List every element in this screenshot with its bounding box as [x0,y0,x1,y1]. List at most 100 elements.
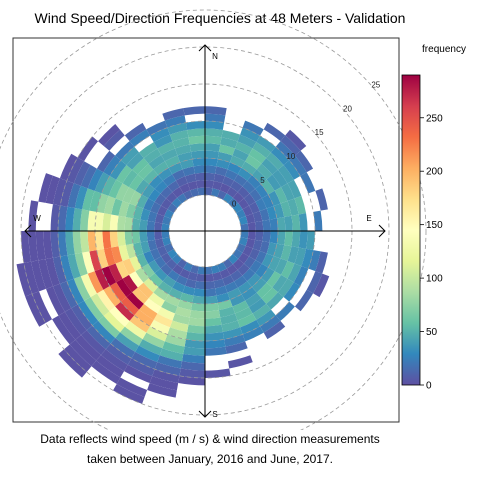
frequency-cell [157,355,183,369]
colorbar-gradient [401,74,421,386]
frequency-cell [280,200,292,218]
frequency-cell [172,264,184,275]
frequency-cell [212,271,223,282]
frequency-cell [184,339,205,349]
frequency-cell [87,231,97,252]
frequency-cell [217,190,227,200]
frequency-cell [164,243,174,253]
frequency-cell [237,134,257,149]
frequency-cell [245,154,262,170]
frequency-cell [192,295,205,304]
frequency-cell [28,231,39,262]
frequency-cell [178,375,205,386]
frequency-cell [243,256,256,269]
frequency-cell [150,248,162,261]
frequency-cell [180,159,194,170]
frequency-cell [72,231,83,254]
frequency-cell [183,106,205,116]
frequency-cell [153,313,173,328]
frequency-cell [293,266,309,286]
frequency-cell [232,300,249,314]
frequency-cell [128,271,144,288]
frequency-cell [66,278,85,305]
frequency-cell [205,106,227,116]
axis-arrowhead [24,224,32,238]
frequency-cell [197,266,205,275]
frequency-cell [281,183,295,201]
frequency-cell [256,282,273,299]
frequency-cell [205,266,213,275]
frequency-cell [179,268,191,279]
frequency-cell [124,364,153,384]
frequency-cell [283,282,301,302]
frequency-cell [45,175,60,205]
frequency-cell [247,175,261,189]
frequency-cell [146,326,168,342]
frequency-cell [126,292,144,310]
frequency-cell [274,258,288,275]
frequency-cell [269,218,278,231]
frequency-cell [149,273,163,287]
frequency-cell [276,217,286,231]
frequency-cell [109,231,119,248]
frequency-cell [255,184,269,199]
colorbar-tick-label: 0 [426,381,432,392]
frequency-cell [232,148,249,162]
frequency-cell [182,285,195,296]
frequency-cell [69,339,97,367]
frequency-cell [260,267,275,283]
frequency-cell [148,188,161,202]
frequency-cell [276,231,286,245]
frequency-cell [205,288,217,297]
frequency-cell [120,326,143,346]
frequency-cell [298,231,308,249]
frequency-cell [80,273,97,298]
frequency-cell [172,169,186,181]
frequency-cell [183,346,205,356]
frequency-cell [172,137,190,149]
frequency-cell [222,176,235,188]
frequency-cell [80,209,90,231]
frequency-cell [96,248,109,269]
frequency-cell [179,183,191,194]
frequency-cell [111,246,123,264]
frequency-cell [313,273,330,298]
frequency-cell [306,231,315,251]
frequency-cell [237,263,250,276]
frequency-cell [237,313,257,328]
frequency-cell [143,148,162,164]
frequency-cell [167,269,180,282]
frequency-cell [58,349,87,378]
frequency-cell [102,213,112,231]
frequency-cell [65,206,75,231]
frequency-cell [252,211,263,223]
frequency-cell [167,180,180,193]
frequency-cell [255,220,264,231]
frequency-cell [50,204,61,231]
frequency-cell [31,260,46,292]
frequency-cell [147,239,158,251]
frequency-cell [256,163,273,180]
frequency-cell [236,243,246,253]
frequency-cell [94,268,110,290]
frequency-cell [153,134,173,149]
chart-title: Wind Speed/Direction Frequencies at 48 M… [34,10,406,26]
frequency-cell [266,174,282,191]
frequency-cell [205,143,221,152]
frequency-cell [115,261,129,279]
frequency-cell [232,258,244,270]
frequency-cell [92,320,116,344]
frequency-cell [191,302,205,312]
frequency-cell [110,337,136,359]
frequency-cell [103,195,116,215]
frequency-cell [224,334,246,347]
frequency-cell [177,299,193,311]
frequency-cell [224,281,238,293]
frequency-cell [222,274,235,286]
frequency-cell [102,231,112,249]
frequency-cell [50,231,61,258]
frequency-cell [240,223,249,231]
frequency-cell [35,231,46,261]
frequency-cell [94,172,110,194]
frequency-cell [103,155,121,176]
